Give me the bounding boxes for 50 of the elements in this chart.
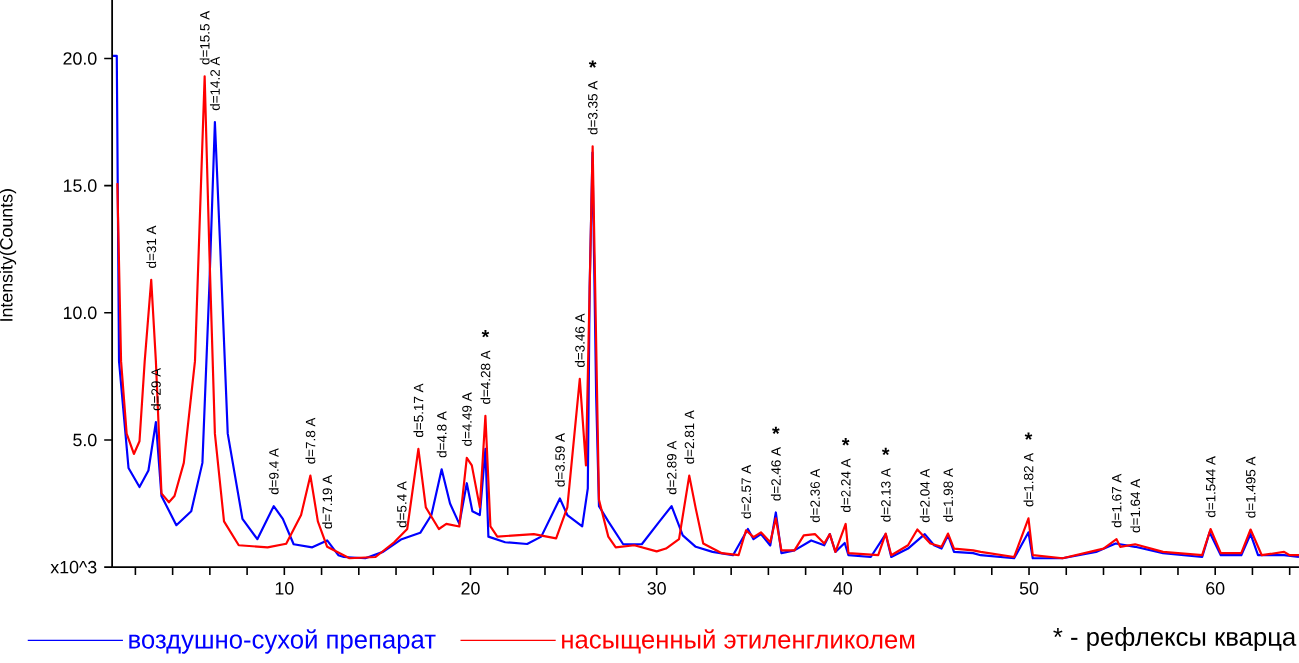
annotation: d=5.4 A [396, 481, 407, 528]
y-tick-label: 10.0 [63, 306, 97, 319]
x-tick-label: 50 [1019, 581, 1039, 595]
annotation: d=4.49 A [461, 392, 472, 446]
x-tick-label: 20 [461, 581, 480, 595]
annotation: d=4.8 A [436, 411, 447, 458]
annotation: * [588, 60, 597, 68]
annotation: d=2.04 A [919, 468, 930, 523]
annotation: d=2.13 A [880, 467, 891, 522]
legend-label: воздушно-сухой препарат [129, 629, 436, 654]
y-tick-label: x10^3 [50, 560, 97, 574]
annotation: d=3.46 A [574, 313, 585, 367]
annotation: d=2.81 A [684, 410, 695, 464]
x-tick-label: 10 [275, 581, 294, 595]
annotation: d=1.64 A [1130, 478, 1141, 533]
annotation: d=2.24 A [840, 458, 851, 512]
annotation: d=7.8 A [305, 417, 316, 464]
annotation: * [1024, 432, 1033, 440]
annotation: d=1.82 A [1023, 452, 1034, 507]
annotation: d=1.495 A [1245, 456, 1256, 518]
annotation: d=1.98 A [943, 467, 953, 522]
annotation: d=9.4 A [268, 447, 279, 495]
x-tick-label: 60 [1206, 581, 1225, 595]
annotation: d=15.5 A [199, 10, 210, 65]
annotation: d=1.67 A [1111, 473, 1122, 528]
annotation: d=3.59 A [554, 432, 565, 487]
y-axis-title: Intensity(Counts) [0, 188, 17, 321]
x-tick-label: 40 [833, 581, 853, 595]
annotation: d=2.89 A [666, 440, 677, 495]
annotation: * [772, 426, 780, 434]
annotation: d=2.46 A [770, 446, 781, 501]
legend-label: насыщенный этиленгликолем [562, 629, 915, 654]
annotation: d=14.2 A [209, 56, 220, 111]
annotation: * [481, 329, 490, 338]
y-tick-label: 5.0 [73, 433, 97, 447]
annotation: d=4.28 A [480, 350, 491, 404]
annotation: d=7.19 A [322, 474, 333, 529]
annotation: d=2.36 A [810, 468, 820, 523]
annotation: * [841, 437, 850, 446]
annotation: d=29 A [150, 367, 161, 411]
annotation: d=1.544 A [1205, 455, 1216, 517]
annotation: d=5.17 A [413, 383, 424, 437]
annotation: d=3.35 A [587, 80, 598, 135]
text: * - рефлексы кварца [1053, 626, 1297, 651]
annotation: d=31 A [146, 225, 157, 268]
annotation: * [881, 447, 890, 455]
y-tick-label: 20.0 [63, 52, 97, 65]
x-tick-label: 30 [647, 581, 666, 595]
annotation: d=2.57 A [741, 464, 751, 519]
y-tick-label: 15.0 [63, 179, 97, 192]
